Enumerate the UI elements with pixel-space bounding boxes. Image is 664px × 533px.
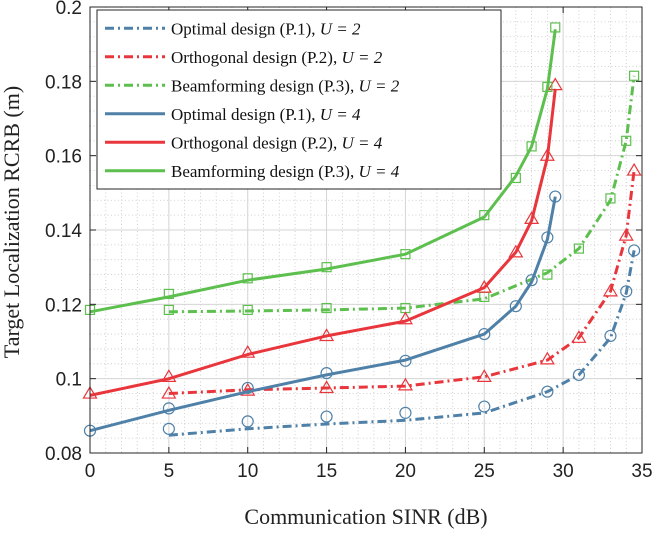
- square-marker: [400, 249, 411, 260]
- circle-marker: [399, 406, 412, 419]
- square-marker: [163, 288, 174, 300]
- legend-box: [96, 9, 502, 190]
- circle-marker: [620, 285, 633, 298]
- circle-marker: [162, 422, 175, 435]
- square-marker: [510, 172, 521, 184]
- square-marker: [163, 304, 174, 316]
- y-axis-title: Target Localization RCRB (m): [0, 86, 24, 358]
- circle-marker: [320, 366, 333, 380]
- triangle-marker: [571, 330, 587, 343]
- circle-marker: [478, 400, 491, 413]
- series-4: [83, 190, 562, 437]
- series-line: [89, 196, 557, 433]
- circle-marker: [320, 410, 333, 423]
- series-line: [168, 170, 636, 395]
- square-marker: [479, 210, 490, 221]
- triangle-marker: [476, 369, 492, 382]
- y-tick-label: 0.14: [45, 221, 82, 242]
- square-marker: [573, 243, 585, 254]
- triangle-marker: [161, 385, 177, 399]
- triangle-marker: [319, 380, 335, 394]
- triangle-marker: [476, 279, 492, 293]
- triangle-marker: [508, 244, 524, 258]
- x-tick-label: 0: [85, 461, 96, 482]
- series-line: [168, 250, 636, 437]
- circle-marker: [549, 190, 562, 203]
- y-tick-label: 0.2: [56, 0, 82, 19]
- triangle-marker: [397, 377, 413, 391]
- triangle-marker: [626, 162, 642, 176]
- square-marker: [526, 141, 537, 152]
- triangle-marker: [319, 328, 335, 342]
- series-line: [89, 29, 557, 314]
- square-marker: [242, 273, 253, 284]
- square-marker: [542, 269, 553, 280]
- legend-label-6: Beamforming design (P.3), U = 4: [171, 162, 400, 181]
- circle-marker: [478, 327, 491, 341]
- square-marker: [242, 304, 253, 316]
- x-tick-label: 5: [164, 461, 175, 482]
- triangle-marker: [161, 369, 177, 382]
- x-tick-label: 20: [395, 461, 416, 482]
- x-tick-label: 15: [316, 461, 337, 482]
- square-marker: [605, 193, 616, 204]
- circle-marker: [241, 381, 254, 395]
- x-tick-label: 25: [474, 461, 495, 482]
- series-5: [82, 77, 563, 399]
- circle-marker: [162, 402, 175, 415]
- circle-marker: [541, 231, 554, 244]
- series-1: [162, 244, 641, 437]
- x-tick-label: 35: [631, 461, 652, 482]
- series-6: [84, 22, 561, 316]
- circle-marker: [241, 415, 254, 428]
- series-line: [168, 75, 636, 314]
- x-tick-label: 30: [553, 461, 574, 482]
- series-layer: [82, 22, 642, 437]
- y-tick-label: 0.16: [45, 147, 82, 168]
- legend-label-1: Optimal design (P.1), U = 2: [171, 19, 361, 38]
- triangle-marker: [618, 227, 634, 241]
- square-marker: [550, 22, 561, 33]
- triangle-marker: [240, 344, 256, 358]
- legend-label-5: Orthogonal design (P.2), U = 4: [171, 133, 383, 152]
- square-marker: [321, 302, 332, 314]
- circle-marker: [399, 354, 412, 367]
- y-tick-label: 0.1: [56, 370, 82, 391]
- legend-label-3: Beamforming design (P.3), U = 2: [171, 76, 400, 95]
- y-tick-label: 0.12: [45, 295, 82, 316]
- square-marker: [321, 262, 332, 273]
- y-tick-label: 0.08: [45, 444, 82, 465]
- circle-marker: [572, 368, 586, 382]
- y-tick-label: 0.18: [45, 72, 82, 93]
- circle-marker: [509, 300, 522, 313]
- series-line: [89, 88, 557, 397]
- x-axis-title: Communication SINR (dB): [244, 504, 487, 529]
- series-2: [161, 162, 642, 399]
- square-marker: [542, 81, 553, 93]
- triangle-marker: [539, 351, 555, 365]
- triangle-marker: [539, 147, 555, 161]
- circle-marker: [628, 244, 641, 257]
- triangle-marker: [397, 311, 413, 325]
- circle-marker: [541, 385, 554, 398]
- square-marker: [621, 135, 632, 146]
- square-marker: [629, 70, 640, 81]
- legend-label-4: Optimal design (P.1), U = 4: [171, 105, 361, 124]
- x-tick-label: 10: [237, 461, 258, 482]
- legend-label-2: Orthogonal design (P.2), U = 2: [171, 48, 383, 67]
- triangle-marker: [602, 283, 619, 297]
- tick-labels: 0 5 10 15 20 25 30 35 0.08 0.1 0.12 0.14 0.16 0.18 0.2: [45, 0, 653, 482]
- triangle-marker: [524, 211, 540, 224]
- circle-marker: [604, 329, 617, 343]
- legend: Optimal design (P.1), U = 2 Orthogonal de…: [96, 9, 502, 190]
- circle-marker: [525, 274, 538, 287]
